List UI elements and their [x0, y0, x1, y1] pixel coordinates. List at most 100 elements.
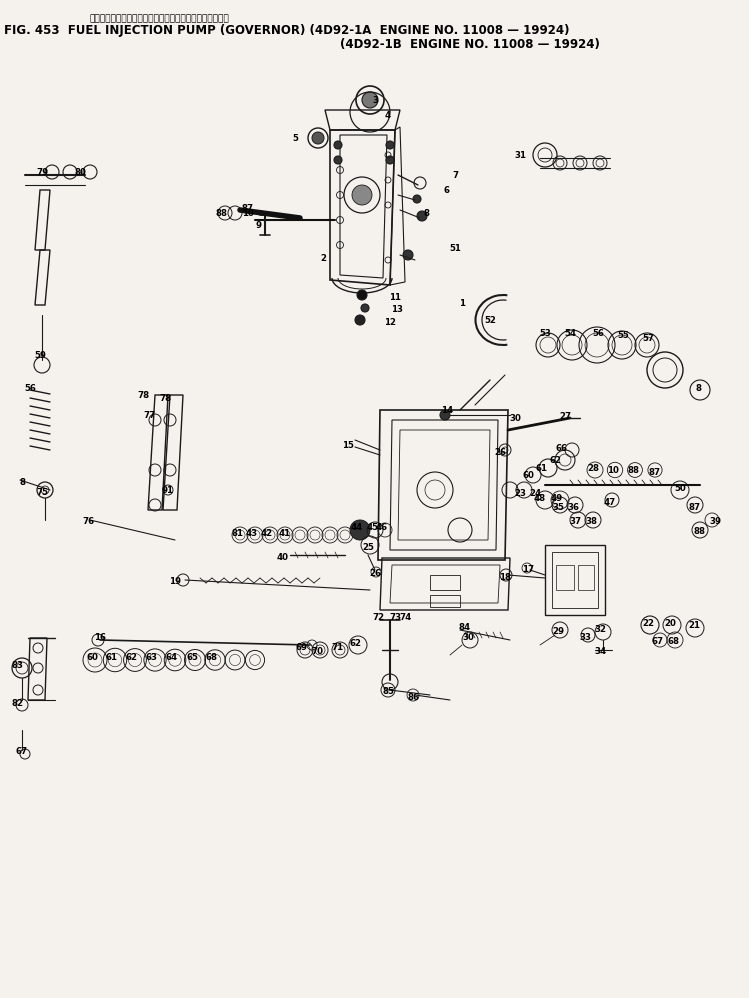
Text: 65: 65: [186, 654, 198, 663]
Text: 48: 48: [534, 493, 546, 503]
Text: 84: 84: [459, 624, 471, 633]
Text: 7: 7: [452, 171, 458, 180]
Text: 12: 12: [384, 317, 396, 326]
Text: 60: 60: [86, 654, 98, 663]
Text: 40: 40: [277, 554, 289, 563]
Text: 61: 61: [106, 654, 118, 663]
Text: 4: 4: [385, 111, 391, 120]
Text: 52: 52: [484, 315, 496, 324]
Circle shape: [362, 92, 378, 108]
Text: 27: 27: [559, 411, 571, 420]
Text: 82: 82: [12, 699, 24, 708]
Text: 76: 76: [82, 518, 94, 527]
Bar: [578, 565, 594, 590]
Text: 43: 43: [246, 529, 258, 538]
Circle shape: [386, 156, 394, 164]
Text: 26: 26: [369, 570, 381, 579]
Text: 85: 85: [382, 688, 394, 697]
Text: 88: 88: [694, 528, 706, 537]
Circle shape: [440, 410, 450, 420]
Text: 14: 14: [441, 405, 453, 414]
Text: 17: 17: [522, 566, 534, 575]
Text: 69: 69: [296, 644, 308, 653]
Text: 18: 18: [499, 573, 511, 582]
Text: 46: 46: [376, 524, 388, 533]
Text: 81: 81: [232, 529, 244, 538]
Text: 5: 5: [292, 134, 298, 143]
Text: 34: 34: [595, 647, 607, 656]
Text: 10: 10: [607, 465, 619, 474]
Text: 6: 6: [444, 186, 450, 195]
Text: 77: 77: [144, 410, 156, 419]
Text: 26: 26: [494, 447, 506, 456]
Text: 72: 72: [372, 614, 384, 623]
Circle shape: [352, 185, 372, 205]
Text: 87: 87: [689, 503, 701, 512]
Text: 64: 64: [166, 654, 178, 663]
Text: 1: 1: [459, 298, 465, 307]
Text: 51: 51: [449, 244, 461, 252]
Text: 16: 16: [94, 634, 106, 643]
Text: 10: 10: [242, 209, 254, 218]
Text: 73: 73: [389, 614, 401, 623]
Circle shape: [312, 132, 324, 144]
Text: 53: 53: [539, 328, 551, 337]
Text: 60: 60: [522, 470, 534, 479]
Text: 49: 49: [551, 493, 563, 503]
Text: 88: 88: [216, 209, 228, 218]
Text: 8: 8: [19, 477, 25, 486]
Text: 68: 68: [206, 654, 218, 663]
Text: 38: 38: [585, 518, 597, 527]
Bar: [552, 552, 598, 608]
Bar: [556, 565, 574, 590]
Text: 31: 31: [514, 151, 526, 160]
Circle shape: [355, 315, 365, 325]
Text: 32: 32: [594, 626, 606, 635]
Text: 39: 39: [709, 518, 721, 527]
Text: 86: 86: [408, 693, 420, 702]
Text: 62: 62: [126, 654, 138, 663]
Text: 21: 21: [688, 622, 700, 631]
Circle shape: [403, 250, 413, 260]
Text: 87: 87: [649, 467, 661, 476]
Text: 47: 47: [604, 497, 616, 507]
Text: 23: 23: [514, 488, 526, 497]
Text: 56: 56: [24, 383, 36, 392]
Text: 37: 37: [570, 518, 582, 527]
Text: 57: 57: [642, 333, 654, 342]
Text: 50: 50: [674, 483, 686, 492]
Text: 20: 20: [664, 619, 676, 628]
Text: フェルインジェクションポンプ　ガバナ　　　　適用号機: フェルインジェクションポンプ ガバナ 適用号機: [90, 14, 230, 23]
Text: 42: 42: [261, 529, 273, 538]
Text: 87: 87: [242, 204, 254, 213]
Circle shape: [334, 156, 342, 164]
Text: 30: 30: [509, 413, 521, 422]
Bar: [430, 595, 460, 607]
Text: 83: 83: [12, 662, 24, 671]
Text: 91: 91: [162, 485, 174, 494]
Text: 70: 70: [311, 648, 323, 657]
Text: 2: 2: [320, 253, 326, 262]
Circle shape: [357, 290, 367, 300]
Circle shape: [386, 141, 394, 149]
Text: 35: 35: [552, 503, 564, 512]
Text: 25: 25: [362, 543, 374, 552]
Text: 62: 62: [549, 455, 561, 464]
Bar: [430, 575, 460, 590]
Text: 61: 61: [536, 463, 548, 472]
Text: 8: 8: [695, 383, 701, 392]
Text: 28: 28: [587, 463, 599, 472]
Text: 45: 45: [367, 524, 379, 533]
Text: 19: 19: [169, 578, 181, 587]
Text: 62: 62: [349, 639, 361, 648]
Text: 3: 3: [372, 96, 378, 105]
Text: 78: 78: [137, 390, 149, 399]
Text: 41: 41: [279, 529, 291, 538]
Text: 63: 63: [146, 654, 158, 663]
Text: 67: 67: [652, 638, 664, 647]
Text: 30: 30: [462, 634, 474, 643]
Text: 22: 22: [642, 619, 654, 628]
Text: 67: 67: [16, 748, 28, 756]
Text: 56: 56: [592, 328, 604, 337]
Circle shape: [350, 520, 370, 540]
